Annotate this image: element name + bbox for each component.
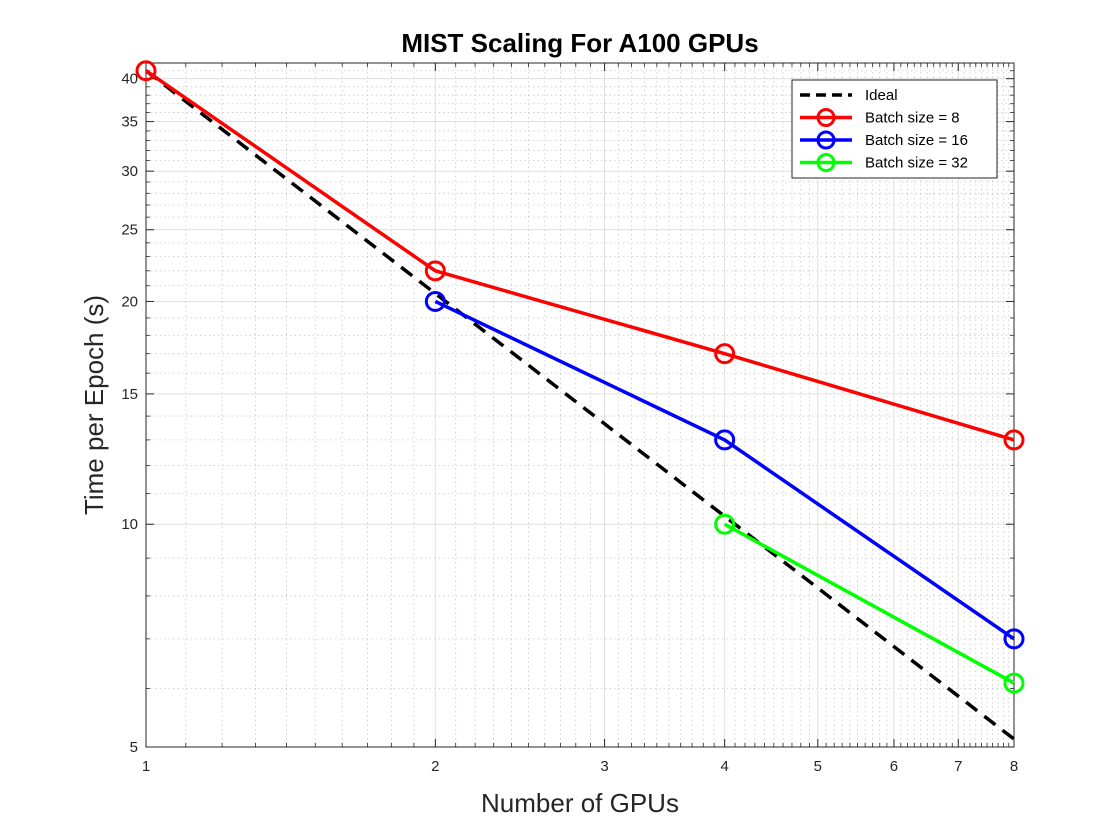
- x-tick-label: 5: [814, 758, 822, 775]
- plot-area-border: [145, 62, 1015, 748]
- x-tick-label: 8: [1010, 758, 1018, 775]
- x-tick-label: 2: [431, 758, 439, 775]
- x-tick-label: 6: [890, 758, 898, 775]
- series-2: [424, 290, 1025, 650]
- y-tick-label: 10: [121, 516, 138, 533]
- x-axis-label: Number of GPUs: [481, 788, 679, 818]
- data-point: [1003, 672, 1025, 694]
- y-tick-label: 35: [121, 114, 138, 131]
- y-axis-label: Time per Epoch (s): [79, 295, 109, 515]
- data-point: [1003, 429, 1025, 451]
- data-point: [714, 343, 736, 365]
- y-tick-label: 30: [121, 163, 138, 180]
- y-tick-label: 20: [121, 293, 138, 310]
- legend-label: Batch size = 16: [865, 132, 968, 149]
- series-line: [723, 522, 1015, 685]
- data-point: [424, 260, 446, 282]
- series-line: [145, 69, 1015, 442]
- legend-label: Ideal: [865, 87, 898, 104]
- x-tick-label: 1: [142, 758, 150, 775]
- x-tick-label: 3: [600, 758, 608, 775]
- series-1: [135, 60, 1025, 451]
- y-tick-label: 5: [130, 739, 138, 756]
- legend: Ideal Batch size = 8 Batch size = 16 Batch …: [791, 79, 998, 179]
- legend-marker: [816, 130, 836, 150]
- data-point: [135, 60, 157, 82]
- chart-title: MIST Scaling For A100 GPUs: [401, 28, 758, 58]
- x-tick-label: 7: [954, 758, 962, 775]
- data-point: [424, 290, 446, 312]
- legend-label: Batch size = 8: [865, 110, 960, 127]
- legend-marker: [816, 108, 836, 127]
- y-tick-label: 25: [121, 222, 138, 239]
- legend-label: Batch size = 32: [865, 155, 968, 172]
- x-tick-label: 4: [720, 758, 728, 775]
- y-tick-label: 40: [121, 71, 138, 88]
- legend-marker: [816, 153, 836, 172]
- data-point: [714, 429, 736, 451]
- series-line: [434, 299, 1015, 641]
- y-axis-tick-labels: 5 10 15 20 25 30 35 40: [121, 71, 138, 756]
- data-point: [1003, 628, 1025, 650]
- series-3: [714, 513, 1025, 694]
- y-tick-label: 15: [121, 386, 138, 403]
- axis-ticks: [145, 63, 1015, 748]
- data-point: [714, 513, 736, 535]
- series-layer: [135, 60, 1025, 741]
- x-axis-tick-labels: 1 2 3 4 5 6 7 8: [142, 758, 1018, 775]
